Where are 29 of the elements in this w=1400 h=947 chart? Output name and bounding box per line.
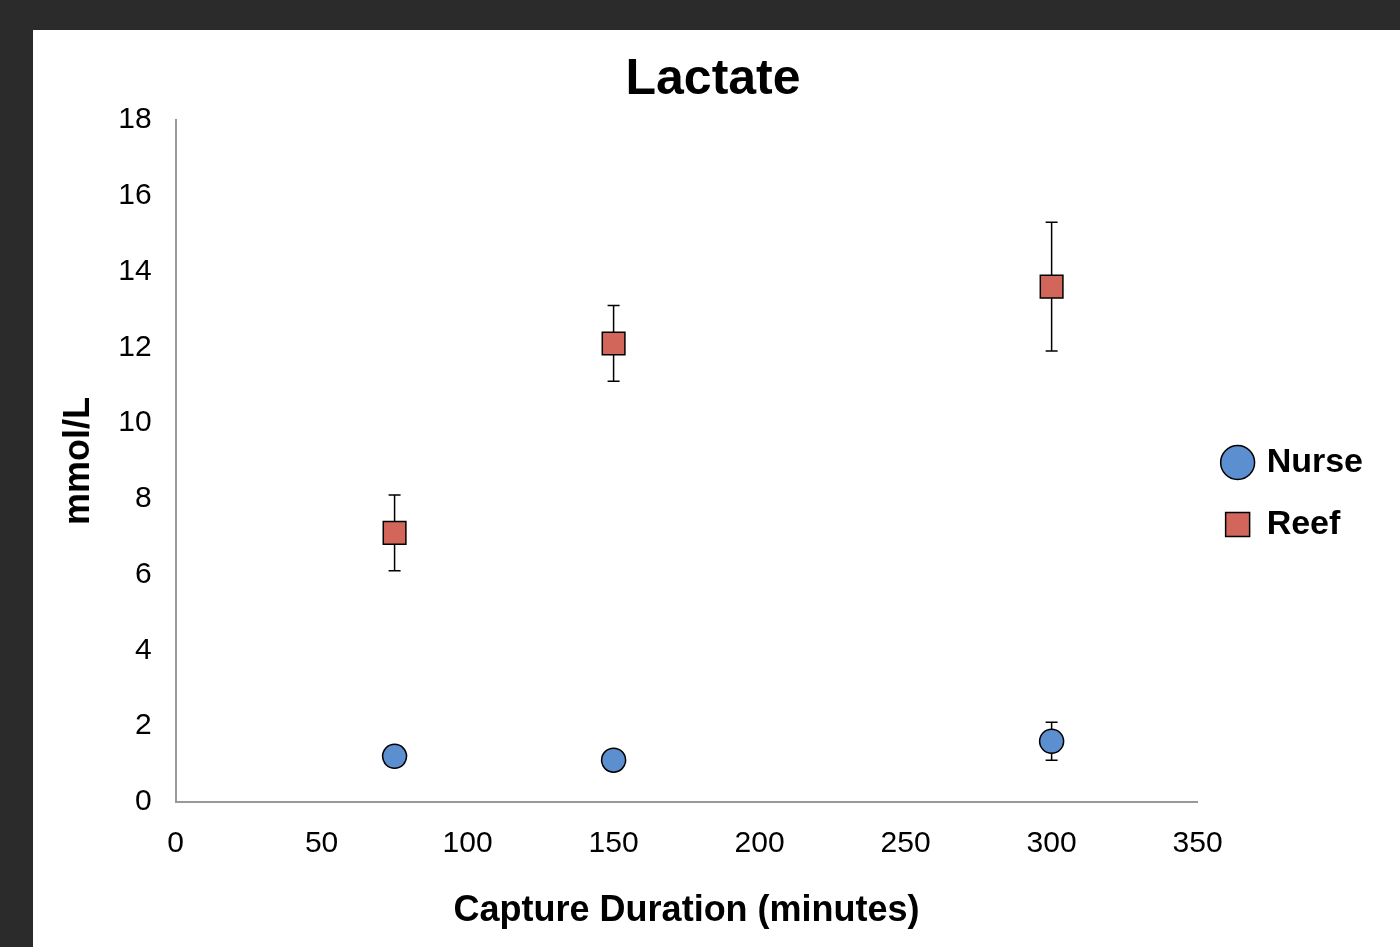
point: [1039, 274, 1064, 299]
y-tick-label: 12: [118, 328, 152, 362]
y-axis-title: mmol/L: [55, 396, 97, 525]
y-tick-label: 4: [134, 631, 152, 665]
point: [1038, 728, 1065, 754]
point: [600, 747, 627, 773]
y-tick-label: 14: [118, 252, 152, 286]
x-axis-title: Capture Duration (minutes): [453, 888, 920, 930]
x-tick-label: 50: [304, 825, 339, 859]
x-tick-label: 250: [880, 825, 931, 859]
y-tick-label: 6: [134, 555, 152, 589]
y-tick-label: 8: [134, 480, 152, 514]
point: [601, 331, 626, 356]
legend-label: Reef: [1266, 502, 1341, 541]
y-tick-label: 0: [134, 783, 152, 817]
point: [381, 743, 408, 770]
y-tick-label: 2: [134, 707, 152, 741]
x-tick-label: 300: [1026, 825, 1077, 859]
y-tick-label: 10: [118, 404, 152, 438]
x-tick-label: 0: [167, 825, 184, 859]
y-tick-label: 16: [118, 177, 152, 211]
chart-title: Lactate: [625, 48, 801, 105]
x-tick-label: 350: [1172, 825, 1223, 859]
x-tick-label: 200: [734, 825, 785, 859]
y-tick-label: 18: [118, 101, 152, 135]
point: [382, 520, 407, 545]
x-tick-label: 100: [442, 825, 493, 859]
x-tick-label: 150: [588, 825, 639, 859]
legend-label: Nurse: [1266, 440, 1363, 479]
